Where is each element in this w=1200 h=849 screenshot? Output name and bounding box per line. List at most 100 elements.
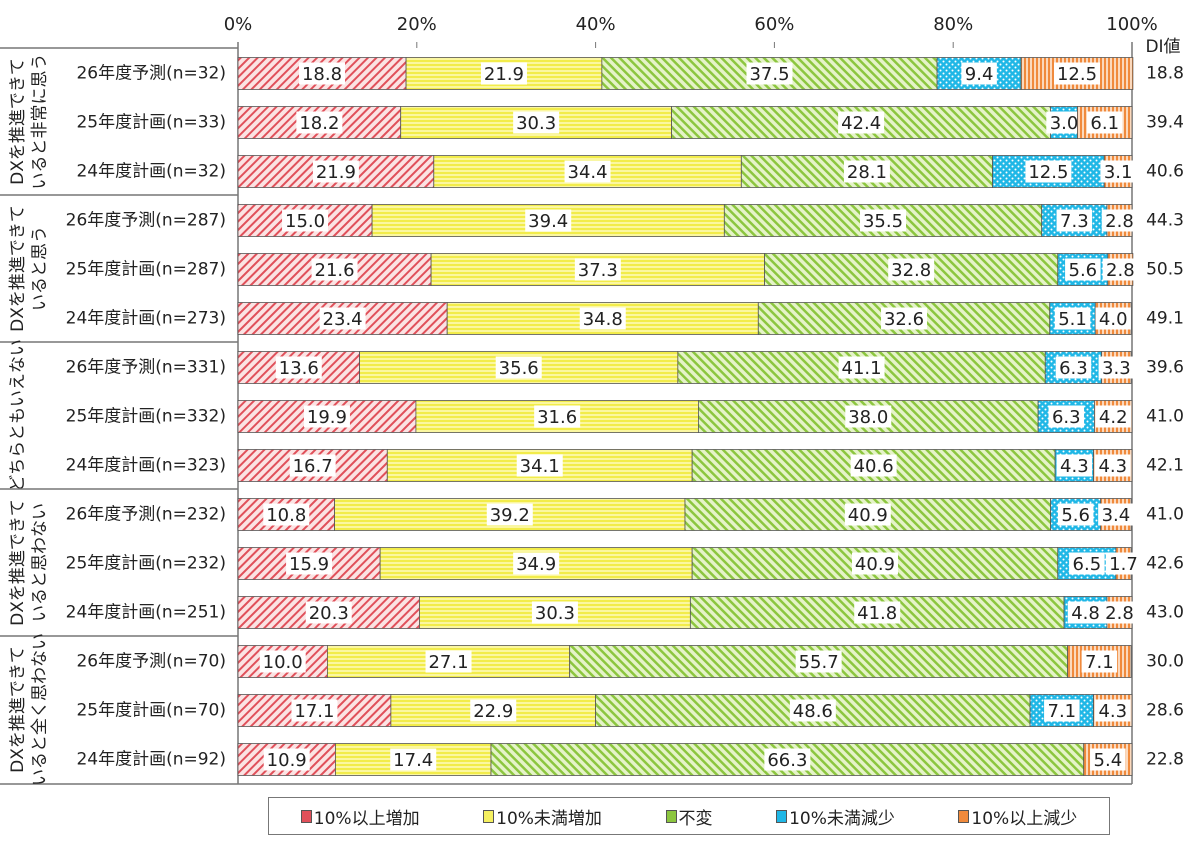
group-label: DXを推進できて	[8, 499, 28, 626]
data-label: 6.3	[1052, 407, 1081, 428]
data-label-background	[263, 748, 310, 771]
data-label: 2.8	[1105, 211, 1134, 232]
data-label: 4.3	[1060, 456, 1089, 477]
row-label: 25年度計画(n=70)	[76, 701, 226, 721]
data-label-background	[1069, 552, 1105, 575]
data-label-background	[838, 356, 885, 379]
data-label: 18.2	[299, 113, 339, 134]
data-label: 37.3	[578, 260, 618, 281]
legend-item: 不変	[665, 804, 713, 829]
data-label-background	[495, 356, 542, 379]
row-label: 26年度予測(n=70)	[76, 652, 226, 672]
data-label-background	[425, 650, 472, 673]
data-label: 17.1	[294, 701, 334, 722]
data-label-background	[296, 111, 343, 134]
data-label-background	[513, 552, 560, 575]
data-label-background	[1100, 160, 1136, 183]
data-label: 66.3	[767, 750, 807, 771]
di-value: 44.3	[1146, 211, 1184, 231]
data-label-background	[888, 258, 935, 281]
data-label-background	[789, 699, 836, 722]
data-label-background	[291, 699, 338, 722]
data-label: 6.5	[1073, 554, 1102, 575]
di-value: 43.0	[1146, 603, 1184, 623]
row-label: 25年度計画(n=332)	[66, 407, 226, 427]
data-label-background	[312, 160, 359, 183]
data-label-background	[1056, 454, 1093, 477]
legend-swatch-icon	[665, 809, 677, 823]
data-label-background	[1044, 699, 1080, 722]
data-label-background	[289, 454, 336, 477]
di-value: 30.0	[1146, 652, 1184, 672]
data-label: 34.1	[520, 456, 560, 477]
row-label: 24年度計画(n=323)	[66, 456, 226, 476]
di-value: 41.0	[1146, 505, 1184, 525]
group-label: いると非常に思う	[30, 54, 50, 190]
data-label: 32.6	[884, 309, 924, 330]
data-label-background	[531, 601, 578, 624]
data-label: 10.8	[266, 505, 306, 526]
di-value: 39.4	[1146, 113, 1184, 133]
data-label-background	[390, 748, 437, 771]
data-label-background	[843, 160, 890, 183]
data-label: 22.9	[473, 701, 513, 722]
data-label: 40.9	[848, 505, 888, 526]
data-label: 27.1	[428, 652, 468, 673]
group-label: DXを推進できて	[8, 58, 28, 185]
data-label: 40.9	[855, 554, 895, 575]
data-label-background	[574, 258, 621, 281]
data-label: 2.8	[1106, 260, 1135, 281]
legend-item: 10%以上減少	[958, 804, 1077, 829]
data-label: 3.4	[1102, 505, 1131, 526]
data-label-background	[486, 503, 533, 526]
data-label-background	[1095, 699, 1131, 722]
data-label: 18.8	[302, 64, 342, 85]
legend-item: 10%未満増加	[483, 804, 602, 829]
legend-item: 10%未満減少	[776, 804, 895, 829]
data-label: 4.0	[1099, 309, 1128, 330]
data-label-background	[838, 111, 885, 134]
data-label-background	[525, 209, 572, 232]
data-label: 30.3	[535, 603, 575, 624]
x-tick-label: 20%	[397, 14, 437, 35]
data-label: 34.4	[568, 162, 608, 183]
data-label: 34.8	[583, 309, 623, 330]
data-label: 3.1	[1104, 162, 1133, 183]
legend-swatch-icon	[483, 809, 495, 823]
data-label-background	[1055, 356, 1092, 379]
data-label-background	[259, 650, 306, 673]
legend-label: 10%以上増加	[313, 808, 420, 829]
data-label-background	[516, 454, 563, 477]
group-label: いると全く思わない	[30, 633, 50, 786]
row-label: 25年度計画(n=33)	[76, 113, 226, 133]
data-label: 17.4	[393, 750, 433, 771]
data-label-background	[1102, 258, 1139, 281]
data-label-background	[1048, 405, 1085, 428]
data-label-background	[844, 503, 891, 526]
data-label: 34.9	[516, 554, 556, 575]
data-label: 2.8	[1105, 603, 1134, 624]
data-label: 48.6	[793, 701, 833, 722]
data-label: 12.5	[1057, 64, 1097, 85]
data-label-background	[851, 552, 898, 575]
data-label-background	[480, 62, 527, 85]
group-label: DXを推進できて	[8, 646, 28, 773]
data-label-background	[470, 699, 517, 722]
data-label-background	[795, 650, 842, 673]
data-label-background	[319, 307, 366, 330]
di-value: 50.5	[1146, 260, 1184, 280]
x-tick-label: 100%	[1106, 14, 1157, 35]
data-label-background	[1105, 552, 1142, 575]
data-label: 19.9	[307, 407, 347, 428]
data-label-background	[881, 307, 928, 330]
x-tick-label: 0%	[224, 14, 253, 35]
data-label: 41.8	[857, 603, 897, 624]
data-label-background	[1056, 209, 1093, 232]
data-label: 20.3	[309, 603, 349, 624]
data-label-background	[854, 601, 901, 624]
data-label: 40.6	[854, 456, 894, 477]
data-label: 5.6	[1069, 260, 1098, 281]
data-label-background	[961, 62, 997, 85]
di-value: 22.8	[1146, 750, 1184, 770]
